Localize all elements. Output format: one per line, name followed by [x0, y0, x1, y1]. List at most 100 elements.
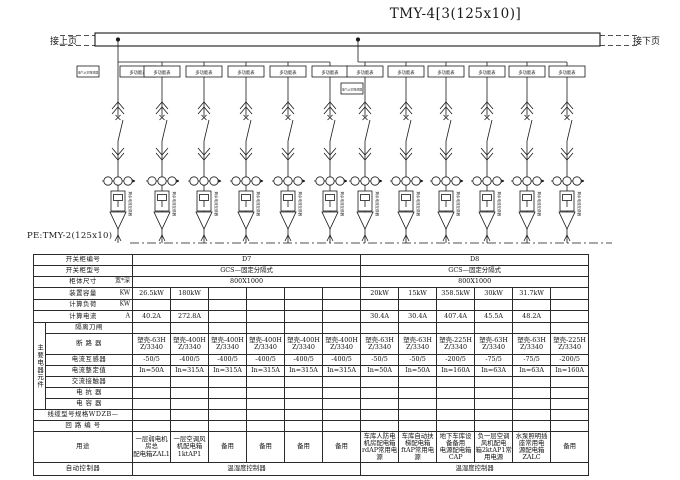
cell-load-D8-2 — [398, 299, 438, 311]
cable-terminal-triangle — [321, 211, 339, 230]
cell-breaker-D7-3: 塑壳-400H Z/3340 — [208, 333, 248, 355]
cell-breaker-D8-1: 塑壳-63H Z/3340 — [360, 333, 400, 355]
cell-breaker-D7-6: 塑壳-400H Z/3340 — [322, 333, 362, 355]
cell-load-D7-4 — [246, 299, 286, 311]
cell-circuit_no-D8-1 — [360, 420, 400, 432]
plug-in-contact-bottom-icon — [560, 147, 574, 161]
cell-breaker-D7-5: 塑壳-400H Z/3340 — [284, 333, 324, 355]
cell-setting-D8-2: In=50A — [398, 365, 438, 377]
cell-setting-D7-4: In=315A — [246, 365, 286, 377]
meter-label: 多功能表 — [129, 69, 147, 76]
plug-in-contact-bottom-icon — [480, 147, 494, 161]
plug-in-contact-top-icon — [111, 101, 125, 115]
cell-isolator-D7-4 — [246, 322, 286, 334]
single-line-diagram: 多功能表 电气火灾探测器 剩余电流互感器 多功能表 剩余电流互感器 多功能表 剩余电流互感器… — [60, 32, 638, 244]
residual-ct-label: 剩余电流互感器 — [416, 192, 421, 217]
residual-ct-label: 剩余电流互感器 — [298, 192, 303, 217]
cell-capacity-D7-3 — [208, 287, 248, 300]
meter-label: 多功能表 — [356, 69, 374, 76]
cell-load-D8-5 — [512, 299, 552, 311]
cell-ct-D8-1: -50/5 — [360, 354, 400, 366]
meter-label: 多功能表 — [195, 69, 213, 76]
spec-row-setting: 电流整定值 In=50A In=315A In=315A In=315A In=315A I… — [34, 365, 590, 377]
cell-setting-D8-3: In=160A — [436, 365, 476, 377]
pe-connection-arrow — [114, 234, 122, 242]
row-label-cabinet_no: 开关柜编号 — [32, 254, 134, 266]
cell-circuit_no-D7-2 — [170, 420, 210, 432]
cell-capacity-D7-1: 26.5kW — [132, 287, 172, 300]
residual-ct-label: 剩余电流互感器 — [497, 192, 502, 217]
section-cabinet_model-D8: GCS—固定分隔式 — [360, 265, 590, 277]
aux-device-box — [76, 65, 100, 78]
row-label-usage: 用途 — [32, 431, 134, 463]
circuit-breaker-icon — [285, 114, 294, 142]
row-label-breaker: 断 路 器 — [44, 333, 134, 355]
residual-ct-label: 剩余电流互感器 — [537, 192, 542, 217]
circuit-breaker-icon — [159, 114, 168, 142]
pe-connection-arrow — [158, 234, 166, 242]
spec-row-cabinet_no: 开关柜编号 D7 D8 — [32, 254, 590, 266]
cell-capacitor-D8-2 — [398, 398, 438, 410]
cell-circuit_no-D7-4 — [246, 420, 286, 432]
cell-breaker-D7-2: 塑壳-400H Z/3340 — [170, 333, 210, 355]
row-label-capacitor: 电 容 器 — [44, 398, 134, 410]
cell-reactor-D8-4 — [474, 387, 514, 399]
cell-capacity-D7-5 — [284, 287, 324, 300]
cell-reactor-D8-6 — [550, 387, 590, 399]
plug-in-contact-top-icon — [358, 101, 372, 115]
cell-capacity-D7-6 — [322, 287, 362, 300]
plug-in-contact-bottom-icon — [358, 147, 372, 161]
cell-isolator-D8-3 — [436, 322, 476, 334]
cell-cable-D7-3 — [208, 409, 248, 421]
plug-in-contact-bottom-icon — [323, 147, 337, 161]
cell-contactor-D8-4 — [474, 376, 514, 388]
meter-label-box — [427, 65, 465, 78]
circuit-breaker-icon — [403, 114, 412, 142]
spec-row-controller: 自动控制器 温湿度控制器 温湿度控制器 — [32, 462, 590, 476]
meter-label-box — [387, 65, 425, 78]
cell-usage-D7-1: 一层弱电机房总 配电箱ZAL1 — [132, 431, 172, 463]
spec-row-cabinet_model: 开关柜型号 GCS—固定分隔式 GCS—固定分隔式 — [32, 265, 590, 277]
cell-ct-D7-6: -400/5 — [322, 354, 362, 366]
section-cabinet_size-D8: 800X1000 — [360, 276, 590, 288]
cell-circuit_no-D8-3 — [436, 420, 476, 432]
link-prev-page: 接上页 — [50, 37, 78, 47]
busbar — [94, 32, 601, 47]
plug-in-contact-bottom-icon — [239, 147, 253, 161]
circuit-breaker-icon — [362, 114, 371, 142]
plug-in-contact-top-icon — [323, 101, 337, 115]
cable-terminal-triangle — [518, 211, 536, 230]
cell-circuit_no-D8-4 — [474, 420, 514, 432]
cell-usage-D7-5: 备用 — [284, 431, 324, 463]
circuit-breaker-icon — [443, 114, 452, 142]
cell-reactor-D8-1 — [360, 387, 400, 399]
circuit-breaker-icon — [243, 114, 252, 142]
section-cabinet_no-D7: D7 — [132, 254, 362, 266]
cell-cable-D8-6 — [550, 409, 590, 421]
cell-circuit_no-D7-5 — [284, 420, 324, 432]
plug-in-contact-bottom-icon — [439, 147, 453, 161]
cell-usage-D8-2: 车库自动扶梯配电箱 ftAP常用电源 — [398, 431, 438, 463]
cell-current-D7-3 — [208, 310, 248, 323]
cell-current-D8-3: 407.4A — [436, 310, 476, 323]
cable-terminal-triangle — [397, 211, 415, 230]
cell-reactor-D7-5 — [284, 387, 324, 399]
cell-load-D7-3 — [208, 299, 248, 311]
cell-cable-D8-1 — [360, 409, 400, 421]
pe-bus-label: PE:TMY-2(125x10) — [27, 231, 113, 241]
cell-contactor-D7-5 — [284, 376, 324, 388]
cell-setting-D8-1: In=50A — [360, 365, 400, 377]
cell-capacitor-D7-2 — [170, 398, 210, 410]
row-label-ct: 电流互感器 — [44, 354, 134, 366]
section-cabinet_model-D7: GCS—固定分隔式 — [132, 265, 362, 277]
cell-current-D8-4: 45.5A — [474, 310, 514, 323]
plug-in-contact-bottom-icon — [155, 147, 169, 161]
pe-connection-arrow — [326, 234, 334, 242]
row-label-controller: 自动控制器 — [32, 462, 134, 476]
